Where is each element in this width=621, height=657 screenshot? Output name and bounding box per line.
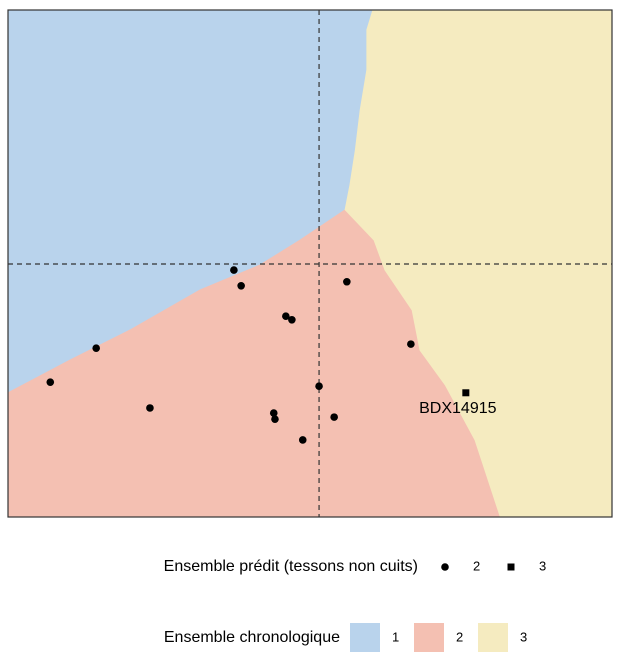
- point: [269, 409, 278, 417]
- legend-key: [478, 623, 508, 653]
- point: [146, 404, 154, 412]
- point: [315, 382, 323, 390]
- legend-label: 3: [520, 629, 527, 644]
- legend-label: 3: [539, 558, 546, 573]
- legend-label: 1: [392, 629, 399, 644]
- legend-label: 2: [456, 629, 463, 644]
- legend-title: Ensemble prédit (tessons non cuits): [164, 558, 418, 575]
- point: [271, 415, 279, 423]
- legend-title: Ensemble chronologique: [164, 629, 340, 646]
- point-label: BDX14915: [419, 400, 496, 417]
- point: [46, 378, 55, 386]
- panel-border: [7, 9, 613, 518]
- legend-key: [414, 623, 444, 653]
- plot-panel: BDX14915: [7, 9, 613, 518]
- point: [298, 436, 307, 444]
- point: [282, 312, 290, 321]
- point: [288, 315, 296, 324]
- point: [330, 413, 338, 421]
- point: [237, 282, 245, 290]
- legend-label: 2: [473, 558, 480, 573]
- point: [92, 344, 100, 352]
- legend-key: [441, 563, 449, 571]
- legend-key: [507, 563, 515, 571]
- point: [462, 389, 470, 397]
- legend: 2 3 1 2 3: [350, 558, 546, 653]
- point: [407, 340, 415, 348]
- point: [230, 266, 238, 274]
- point: [343, 277, 351, 286]
- legend-key: [350, 623, 380, 653]
